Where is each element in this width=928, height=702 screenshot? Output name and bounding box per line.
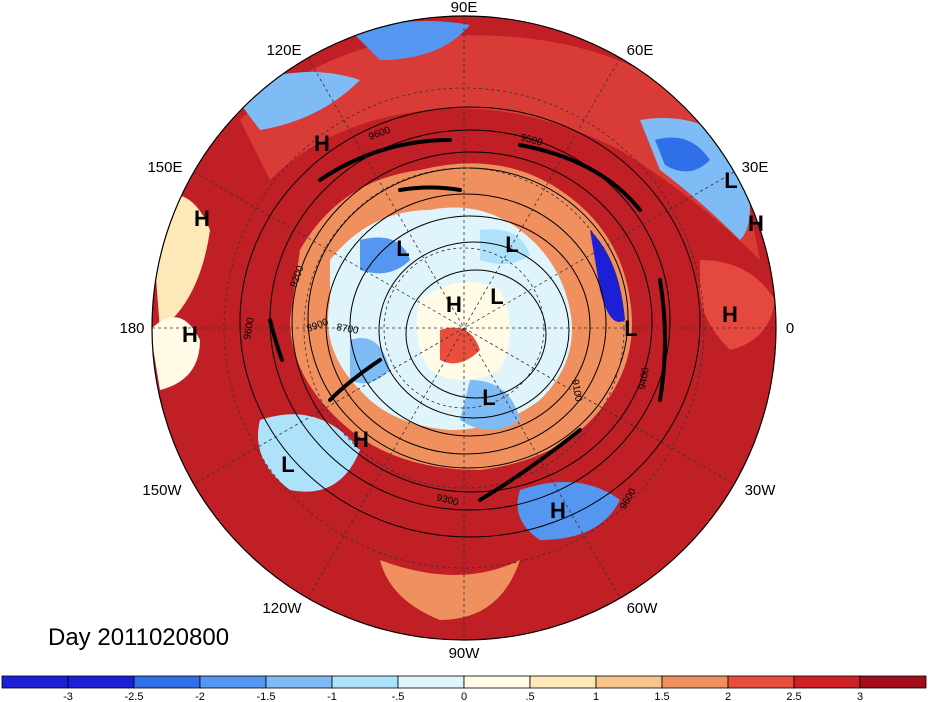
- pressure-center: H: [182, 322, 198, 347]
- colorbar-box: [1, 675, 69, 689]
- lon-label-150w: 150W: [142, 482, 182, 499]
- lon-label-150e: 150E: [147, 159, 182, 176]
- colorbar-tick-label: -1.5: [257, 691, 276, 702]
- lon-label-60e: 60E: [627, 42, 654, 59]
- colorbar-tick-label: 3: [857, 691, 863, 702]
- pressure-center: L: [482, 385, 495, 410]
- contour-label: 9600: [242, 316, 257, 340]
- colorbar-box: [727, 675, 795, 689]
- colorbar-box: [529, 675, 597, 689]
- colorbar-box: [265, 675, 333, 689]
- colorbar-box: [67, 675, 135, 689]
- pressure-center: L: [724, 168, 737, 193]
- pressure-center: H: [353, 427, 369, 452]
- pressure-center: H: [550, 498, 566, 523]
- colorbar-tick-label: 1.5: [654, 691, 669, 702]
- lon-label-60w: 60W: [627, 600, 659, 617]
- colorbar-box: [133, 675, 201, 689]
- pressure-center: L: [396, 236, 409, 261]
- colorbar-tick-label: 2.5: [786, 691, 801, 702]
- jet-streaks: [268, 138, 667, 502]
- colorbar-tick-label: -2: [195, 691, 205, 702]
- lon-label-30e: 30E: [742, 159, 769, 176]
- contour-label: 9100: [569, 379, 584, 403]
- colorbar-tick-label: -2.5: [125, 691, 144, 702]
- lon-label-120e: 120E: [266, 42, 301, 59]
- pressure-center: H: [722, 302, 738, 327]
- colorbar-tick-label: 2: [725, 691, 731, 702]
- lon-label-0: 0: [786, 320, 794, 337]
- lon-label-30w: 30W: [745, 482, 777, 499]
- height-contours: [239, 106, 701, 538]
- colorbar-box: [463, 675, 531, 689]
- pressure-center: L: [624, 316, 637, 341]
- colorbar-box: [397, 675, 465, 689]
- colorbar-box: [859, 675, 927, 689]
- colorbar-box: [199, 675, 267, 689]
- colorbar-tick-label: 0: [461, 691, 467, 702]
- pressure-center: H: [194, 206, 210, 231]
- lon-label-120w: 120W: [262, 600, 302, 617]
- colorbar-box: [793, 675, 861, 689]
- pressure-center: L: [505, 232, 518, 257]
- pressure-center: L: [281, 452, 294, 477]
- pressure-center: H: [446, 292, 462, 317]
- colorbar-tick-label: -1: [327, 691, 337, 702]
- pressure-center: H: [314, 131, 330, 156]
- colorbar-tick-label: -.5: [392, 691, 405, 702]
- colorbar-tick-label: .5: [525, 691, 534, 702]
- colorbar: -3 -2.5 -2 -1.5 -1 -.5 0 .5 1 1.5 2 2.5 3: [1, 675, 927, 702]
- pressure-center: H: [748, 211, 764, 236]
- colorbar-tick-label: -3: [63, 691, 73, 702]
- lon-label-90e: 90E: [451, 0, 478, 16]
- colorbar-tick-label: 1: [593, 691, 599, 702]
- map-title: Day 2011020800: [48, 624, 229, 651]
- lon-label-90w: 90W: [449, 645, 481, 662]
- contour-label: 8700: [335, 322, 359, 337]
- lon-label-180: 180: [119, 320, 144, 337]
- colorbar-box: [661, 675, 729, 689]
- pressure-center: L: [490, 284, 503, 309]
- colorbar-box: [595, 675, 663, 689]
- contour-label: 9400: [637, 366, 652, 390]
- colorbar-box: [331, 675, 399, 689]
